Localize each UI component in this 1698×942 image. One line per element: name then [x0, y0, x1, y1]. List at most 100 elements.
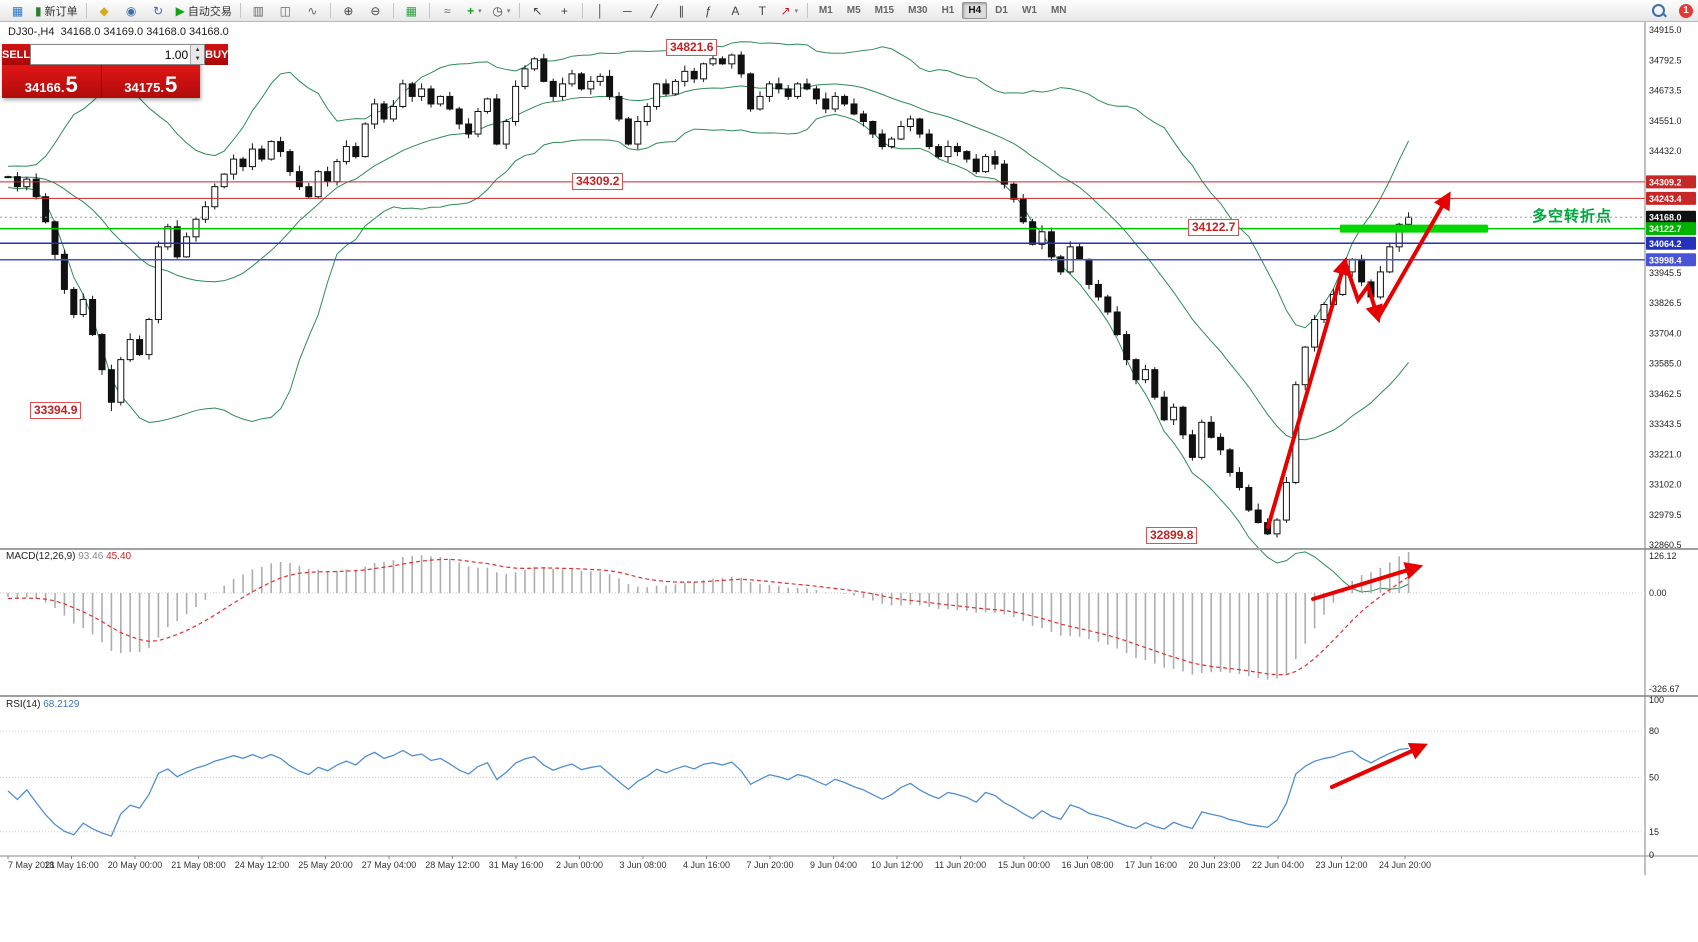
indicators-icon[interactable]: ≈: [435, 1, 460, 21]
volume-up-button[interactable]: ▲: [191, 45, 205, 55]
time-label: 22 Jun 04:00: [1252, 860, 1304, 870]
new-order-button[interactable]: ▮ 新订单: [32, 1, 81, 21]
timeframe-button-m5[interactable]: M5: [846, 5, 861, 16]
trend-arrow[interactable]: [1266, 256, 1351, 529]
tile-windows-icon[interactable]: ▦: [399, 1, 424, 21]
candle-body: [765, 83, 773, 97]
price-note-34821.6[interactable]: 34821.6: [666, 39, 718, 56]
candle-body: [1104, 296, 1112, 313]
price-axis-label: 33826.5: [1649, 298, 1682, 308]
price-note-34122.7[interactable]: 34122.7: [1188, 219, 1240, 236]
price-tag-34064.2: [1646, 236, 1696, 250]
timeframe-button-d1[interactable]: D1: [995, 5, 1008, 16]
candles-chart-icon[interactable]: ◫: [273, 1, 298, 21]
trend-arrow[interactable]: [1330, 742, 1428, 789]
candle-body: [1376, 271, 1384, 298]
trend-arrow[interactable]: [1376, 191, 1451, 320]
candle-body: [1094, 283, 1102, 298]
time-label: 10 Jun 12:00: [871, 860, 923, 870]
candle-body: [239, 158, 247, 168]
candle-body: [427, 88, 435, 105]
candle-body: [465, 123, 473, 135]
timeframe-button-h1[interactable]: H1: [941, 5, 955, 16]
channel-icon[interactable]: ∥: [669, 1, 694, 21]
candle-body: [1151, 369, 1159, 398]
cursor-icon[interactable]: ↖: [525, 1, 550, 21]
candle-body: [1010, 183, 1018, 200]
toolbar-separator: [428, 3, 430, 18]
market-icon: ◆: [99, 3, 109, 18]
app-icon[interactable]: ▦: [5, 1, 30, 21]
timeframe-button-w1[interactable]: W1: [1021, 5, 1037, 16]
new-order-button-label: 新订单: [44, 5, 78, 18]
price-axis[interactable]: 34915.0 34792.5 34673.5 34551.0 34432.0 33945…: [1646, 25, 1696, 550]
timeframe-button-m1[interactable]: M1: [818, 5, 833, 16]
market-icon[interactable]: ◆: [92, 1, 117, 21]
candle-body: [1047, 231, 1055, 258]
candle-body: [540, 58, 548, 82]
sell-button[interactable]: SELL: [2, 44, 31, 65]
price-note-34309.2[interactable]: 34309.2: [572, 173, 624, 190]
candle-body: [1000, 163, 1008, 185]
search-icon[interactable]: [1646, 1, 1671, 21]
candle-body: [201, 206, 209, 220]
time-label: 7 May 2021: [8, 860, 55, 870]
candle-body: [23, 178, 31, 188]
auto-trading-button[interactable]: ▶ 自动交易: [173, 1, 235, 21]
community-icon[interactable]: ◉: [119, 1, 144, 21]
candle-body: [117, 359, 125, 403]
volume-down-button[interactable]: ▼: [191, 54, 205, 64]
rsi-axis-label: 15: [1649, 827, 1659, 837]
volume-input[interactable]: [31, 45, 191, 64]
price-note-33394.9[interactable]: 33394.9: [30, 402, 82, 419]
candle-body: [248, 148, 256, 168]
candle-body: [474, 110, 482, 135]
time-label: 25 May 20:00: [298, 860, 353, 870]
zoom-out-icon[interactable]: ⊖: [363, 1, 388, 21]
horizontal-line-icon[interactable]: ─: [615, 1, 640, 21]
candle-body: [944, 146, 952, 158]
bars-chart-icon[interactable]: ▥: [246, 1, 271, 21]
search-icon: [1652, 4, 1665, 17]
buy-price[interactable]: 34175. 5: [101, 65, 200, 98]
trend-arrow[interactable]: [1311, 562, 1424, 601]
candle-body: [1160, 396, 1168, 421]
add-indicator-icon[interactable]: + ▾: [462, 1, 487, 21]
trend-arrows[interactable]: [1266, 191, 1451, 789]
price-axis-label: 34915.0: [1649, 25, 1682, 35]
candle-body: [342, 146, 350, 163]
turning-point-label[interactable]: 多空转折点: [1532, 208, 1613, 225]
candle-body: [361, 123, 369, 158]
time-label: 3 Jun 08:00: [619, 860, 666, 870]
toolbar-separator: [806, 3, 808, 18]
price-tag-34243.4: [1646, 191, 1696, 205]
candle-body: [1085, 258, 1093, 285]
notification-badge[interactable]: 1: [1679, 3, 1693, 18]
timeframe-button-mn[interactable]: MN: [1050, 5, 1067, 16]
sell-price[interactable]: 34166. 5: [2, 65, 102, 98]
buy-button[interactable]: BUY: [205, 44, 229, 65]
periods-icon[interactable]: ◷ ▾: [489, 1, 514, 21]
text-icon[interactable]: A: [723, 1, 748, 21]
price-note-32899.8[interactable]: 32899.8: [1146, 527, 1198, 544]
timeframe-button-m15[interactable]: M15: [874, 5, 895, 16]
candle-body: [60, 253, 68, 290]
vertical-line-icon[interactable]: │: [588, 1, 613, 21]
zoom-in-icon[interactable]: ⊕: [336, 1, 361, 21]
refresh-icon[interactable]: ↻: [146, 1, 171, 21]
highlight-zone-bar[interactable]: [1340, 224, 1488, 233]
fibonacci-icon[interactable]: ƒ: [696, 1, 721, 21]
candle-body: [737, 54, 745, 75]
crosshair-icon[interactable]: +: [552, 1, 577, 21]
trend-arrow[interactable]: [1343, 260, 1383, 324]
line-chart-icon[interactable]: ∿: [300, 1, 325, 21]
candle-body: [107, 369, 115, 403]
candle-body: [1170, 406, 1178, 421]
timeframe-button-h4[interactable]: H4: [962, 2, 988, 19]
arrows-icon[interactable]: ↗ ▾: [777, 1, 802, 21]
label-icon[interactable]: T: [750, 1, 775, 21]
timeframe-button-m30[interactable]: M30: [908, 5, 928, 16]
trendline-icon[interactable]: ╱: [642, 1, 667, 21]
